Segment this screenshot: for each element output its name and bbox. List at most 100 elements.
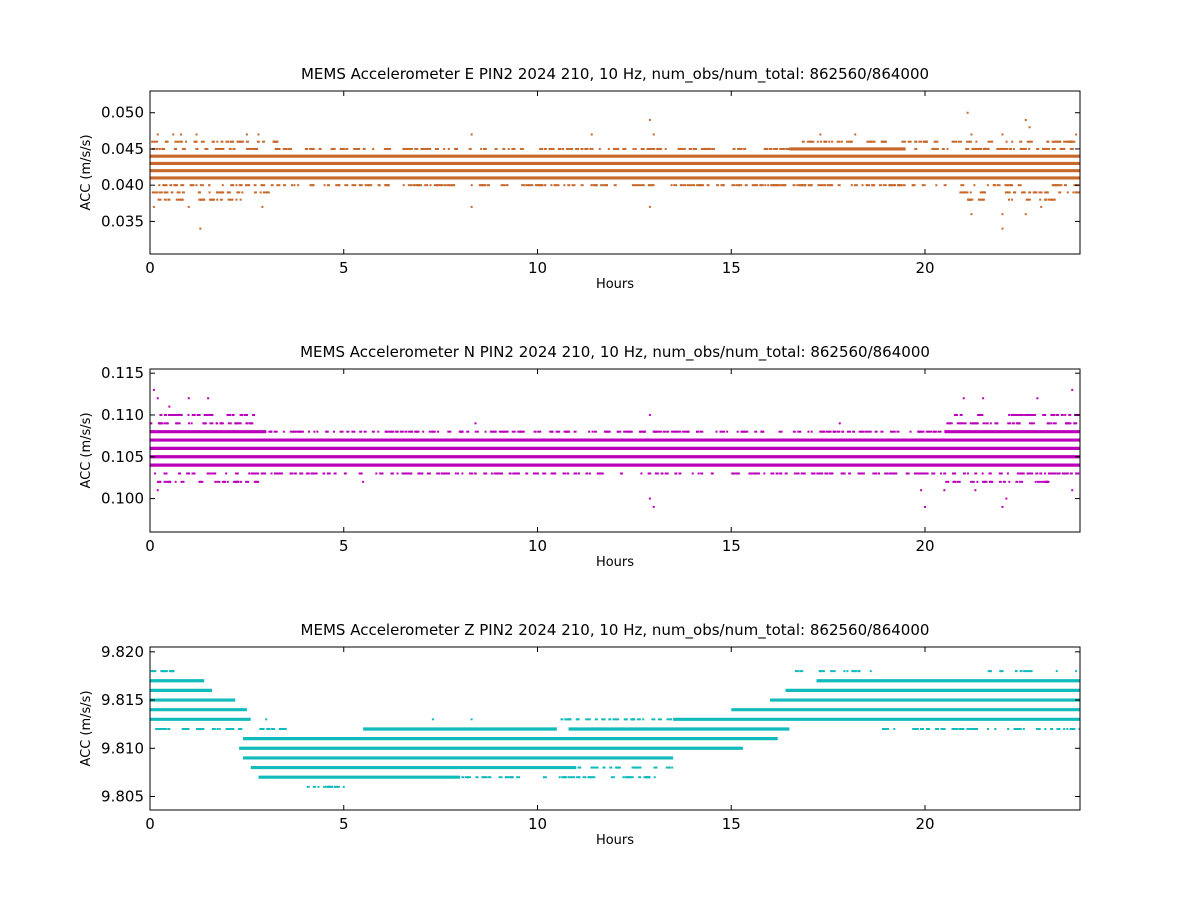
data-band-sparse-5: [461, 776, 656, 779]
data-band-sparse-7: [967, 198, 1056, 201]
chart-title: MEMS Accelerometer Z PIN2 2024 210, 10 H…: [301, 621, 930, 640]
y-tick-label: 9.805: [101, 787, 144, 805]
data-point-9: [265, 718, 268, 721]
x-tick-label: 15: [722, 259, 741, 277]
data-point-6: [327, 785, 330, 788]
data-point-28: [1075, 133, 1078, 136]
data-point-2: [180, 133, 182, 136]
x-tick-label: 0: [145, 259, 155, 277]
y-tick-label: 9.815: [101, 691, 144, 709]
data-band-sparse-2: [150, 670, 175, 673]
data-point-0: [156, 133, 159, 136]
data-point-15: [962, 397, 965, 400]
data-point-12: [590, 133, 593, 136]
y-tick-label: 9.810: [101, 739, 144, 757]
data-point-18: [1001, 505, 1004, 508]
data-point-17: [854, 133, 857, 136]
axes-frame: [149, 368, 1081, 533]
data-point-25: [1024, 213, 1027, 216]
x-axis-label: Hours: [596, 277, 634, 292]
data-band-sparse-7: [953, 413, 1080, 416]
axes-frame: [149, 646, 1081, 811]
chart-panel-3: 0 5 10 15 20 9.805 9.810 9.815 9.820 MEMS Acceler…: [79, 621, 1081, 848]
x-tick-label: 20: [915, 537, 934, 555]
y-tick-label: 0.035: [101, 212, 144, 230]
x-tick-label: 15: [722, 815, 741, 833]
data-point-1: [172, 133, 175, 136]
data-point-8: [257, 133, 260, 136]
data-band-sparse-3: [959, 191, 1080, 194]
data-point-6: [152, 205, 155, 208]
data-point-14: [648, 205, 651, 208]
data-point-7: [474, 422, 477, 425]
y-tick-label: 0.050: [101, 104, 144, 122]
data-point-8: [645, 776, 647, 779]
x-tick-label: 5: [339, 537, 349, 555]
data-band-sparse-3: [155, 727, 287, 730]
data-band-sparse-2: [150, 422, 254, 425]
data-point-3: [195, 133, 198, 136]
data-point-19: [970, 213, 973, 216]
data-point-1: [869, 670, 872, 673]
data-point-1: [156, 397, 159, 400]
data-point-26: [1028, 126, 1031, 129]
data-point-23: [1001, 133, 1004, 136]
data-point-3: [1075, 670, 1078, 673]
data-band-sparse-0: [154, 472, 1080, 475]
y-tick-label: 0.110: [101, 406, 144, 424]
data-point-9: [261, 205, 264, 208]
data-band-sparse-0: [158, 184, 1079, 187]
data-point-8: [648, 413, 651, 416]
data-point-14: [943, 489, 946, 492]
data-point-7: [245, 133, 248, 136]
x-tick-label: 15: [722, 537, 741, 555]
x-tick-label: 0: [145, 815, 155, 833]
data-point-3: [187, 397, 190, 400]
data-point-6: [362, 480, 365, 483]
data-band-sparse-5: [801, 140, 1076, 143]
chart-panel-2: 0 5 10 15 20 0.100 0.105 0.110 0.115 MEMS Acceler…: [79, 343, 1081, 570]
x-tick-label: 20: [915, 259, 934, 277]
data-point-20: [970, 133, 973, 136]
y-axis-label: ACC (m/s/s): [79, 134, 94, 210]
data-band-sparse-1: [987, 670, 1033, 673]
y-tick-label: 0.045: [101, 140, 144, 158]
plot-area: [150, 670, 1080, 788]
x-tick-label: 5: [339, 259, 349, 277]
chart-panel-1: 0 5 10 15 20 0.035 0.040 0.045 0.050 MEMS Acceler…: [79, 65, 1081, 292]
data-band-sparse-6: [157, 198, 242, 201]
x-axis-label: Hours: [596, 833, 634, 848]
x-tick-label: 20: [915, 815, 934, 833]
data-point-19: [1005, 497, 1008, 500]
data-point-4: [199, 227, 202, 230]
data-point-22: [1071, 489, 1074, 492]
data-point-11: [470, 205, 473, 208]
data-band-sparse-7: [577, 766, 674, 769]
data-point-20: [1036, 397, 1039, 400]
data-point-16: [974, 489, 977, 492]
data-band-sparse-6: [306, 785, 340, 788]
data-point-18: [966, 111, 969, 114]
data-point-7: [342, 785, 345, 788]
data-point-4: [207, 397, 210, 400]
x-axis-label: Hours: [596, 555, 634, 570]
x-tick-label: 0: [145, 537, 155, 555]
data-point-27: [1040, 205, 1043, 208]
data-band-sparse-6: [159, 413, 256, 416]
data-point-11: [838, 422, 841, 425]
data-band-sparse-4: [151, 140, 279, 143]
data-band-sparse-4: [881, 727, 1080, 730]
data-point-9: [648, 497, 651, 500]
chart-title: MEMS Accelerometer N PIN2 2024 210, 10 H…: [300, 343, 930, 362]
data-point-21: [1001, 227, 1004, 230]
data-band-sparse-4: [156, 480, 260, 483]
data-point-15: [652, 133, 655, 136]
data-point-10: [470, 133, 473, 136]
data-point-17: [982, 397, 985, 400]
data-point-13: [924, 505, 926, 508]
data-point-4: [431, 718, 434, 721]
data-point-13: [648, 118, 651, 121]
axes-frame: [149, 90, 1081, 255]
